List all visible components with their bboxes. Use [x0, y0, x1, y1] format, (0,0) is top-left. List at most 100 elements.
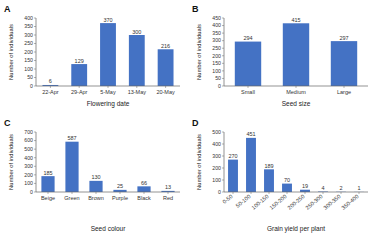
y-tick-label: 400 [24, 15, 33, 21]
panel-label: D [192, 118, 199, 128]
y-tick [34, 77, 36, 78]
data-label: 129 [75, 58, 84, 64]
x-tick [359, 192, 360, 194]
x-tick [296, 86, 297, 88]
data-label: 587 [67, 135, 76, 141]
data-label: 13 [165, 184, 171, 190]
data-label: 1 [357, 185, 360, 191]
y-tick [222, 144, 224, 145]
y-axis-line [224, 132, 225, 192]
x-tick [323, 192, 324, 194]
x-axis-label: Seed size [282, 100, 311, 107]
x-tick-label: Green [64, 195, 79, 201]
x-tick [108, 86, 109, 88]
bar [264, 169, 274, 192]
bar [158, 49, 174, 86]
y-tick-label: 500 [212, 129, 221, 135]
x-tick-label: 100-150 [250, 193, 269, 211]
x-tick [344, 86, 345, 88]
y-tick [222, 78, 224, 79]
bar [283, 23, 309, 86]
bar [129, 35, 145, 86]
x-tick [168, 192, 169, 194]
x-tick-label: 0-50 [221, 193, 233, 205]
y-tick-label: 300 [24, 163, 33, 169]
y-tick-label: 300 [212, 153, 221, 159]
x-tick-label: Brown [88, 195, 104, 201]
y-tick [34, 132, 36, 133]
x-tick [136, 86, 137, 88]
y-tick [222, 86, 224, 87]
y-tick-label: 450 [212, 15, 221, 21]
bar [228, 160, 238, 192]
y-tick [222, 168, 224, 169]
x-tick [233, 192, 234, 194]
bars [235, 23, 357, 86]
bars [42, 23, 173, 86]
x-axis-label: Seed colour [91, 225, 127, 232]
data-label: 25 [117, 183, 123, 189]
panel: 612937030021605010015020025030035040022-… [4, 4, 180, 108]
y-tick [34, 43, 36, 44]
bar [89, 181, 102, 192]
y-tick-label: 400 [24, 155, 33, 161]
y-tick [34, 174, 36, 175]
bar [246, 138, 256, 192]
bar [331, 41, 357, 86]
y-axis-label: Number of individuals [8, 134, 14, 190]
y-axis-line [224, 18, 225, 86]
x-tick [50, 86, 51, 88]
y-tick [222, 192, 224, 193]
bar [41, 176, 54, 192]
y-tick-label: 400 [212, 141, 221, 147]
bar [65, 142, 78, 192]
y-tick-label: 0 [30, 83, 33, 89]
y-tick-label: 400 [212, 22, 221, 28]
x-tick [120, 192, 121, 194]
y-tick [222, 55, 224, 56]
data-label: 6 [49, 78, 52, 84]
y-tick [34, 140, 36, 141]
data-label: 19 [302, 183, 308, 189]
bar [137, 186, 150, 192]
y-tick-label: 250 [212, 45, 221, 51]
panel: 294415297050100150200250300350400450Smal… [192, 4, 368, 107]
y-tick-label: 200 [212, 53, 221, 59]
x-tick-label: Small [241, 89, 255, 95]
x-tick [144, 192, 145, 194]
y-tick-label: 0 [218, 83, 221, 89]
x-tick-label: 250-300 [304, 193, 323, 211]
x-axis-label: Grain yield per plant [267, 225, 325, 233]
y-tick [34, 192, 36, 193]
data-label: 297 [339, 35, 348, 41]
y-tick-label: 300 [24, 32, 33, 38]
y-tick-label: 200 [212, 165, 221, 171]
y-tick-label: 0 [218, 189, 221, 195]
y-axis-line [36, 132, 37, 192]
data-label: 451 [246, 131, 255, 137]
y-tick [34, 149, 36, 150]
x-tick-label: 350-400 [340, 193, 359, 211]
y-tick [222, 40, 224, 41]
bar [100, 23, 116, 86]
x-tick-label: 13-May [128, 89, 147, 95]
bars [228, 138, 364, 192]
panel-label: C [4, 118, 11, 128]
x-tick [165, 86, 166, 88]
y-tick-label: 50 [27, 74, 33, 80]
y-tick [222, 63, 224, 64]
y-tick [222, 132, 224, 133]
bars [41, 142, 174, 192]
x-tick-label: 22-Apr [42, 89, 59, 95]
x-tick [305, 192, 306, 194]
y-tick-label: 300 [212, 37, 221, 43]
panel: 1855871302566130100200300400500600700Bei… [4, 118, 180, 232]
x-tick [341, 192, 342, 194]
y-tick-label: 150 [212, 60, 221, 66]
bar [235, 42, 261, 86]
y-tick [222, 70, 224, 71]
y-tick [222, 25, 224, 26]
x-tick-label: Red [163, 195, 173, 201]
y-tick-label: 500 [24, 146, 33, 152]
y-tick-label: 100 [24, 66, 33, 72]
